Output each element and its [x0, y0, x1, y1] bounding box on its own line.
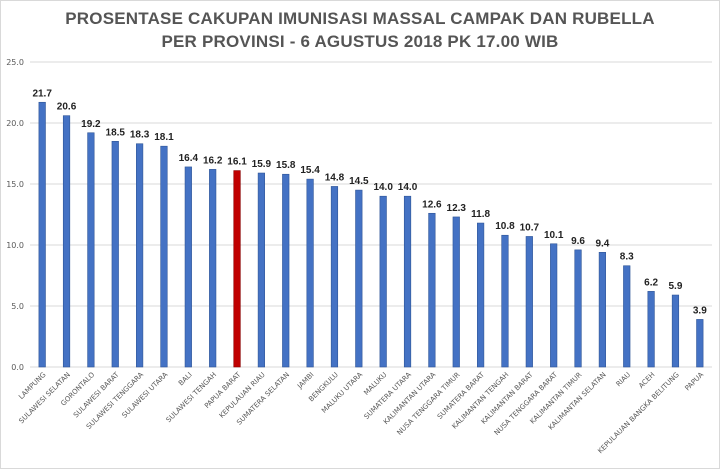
y-tick-label: 20.0 — [6, 119, 24, 128]
bar — [330, 186, 339, 368]
y-tick-label: 15.0 — [6, 180, 24, 189]
data-label: 15.9 — [252, 159, 272, 170]
data-label: 5.9 — [669, 281, 683, 292]
bar — [209, 169, 217, 368]
y-tick-label: 10.0 — [6, 241, 24, 250]
bar — [136, 143, 144, 368]
data-label: 16.4 — [179, 153, 199, 164]
bar — [501, 234, 509, 368]
y-tick-label: 0.0 — [11, 363, 24, 372]
data-label: 14.0 — [373, 182, 393, 193]
bar — [403, 195, 412, 368]
data-label: 19.2 — [81, 119, 101, 130]
data-label: 16.1 — [227, 157, 247, 168]
bar — [696, 319, 704, 368]
y-tick-label: 5.0 — [11, 302, 24, 311]
category-label: ACEH — [637, 371, 656, 390]
bar — [477, 222, 485, 368]
bar — [671, 294, 680, 368]
bar — [574, 249, 582, 368]
data-label: 10.1 — [544, 230, 564, 241]
data-label: 15.8 — [276, 160, 296, 171]
data-label: 6.2 — [644, 277, 658, 288]
category-label: BALI — [177, 371, 194, 388]
data-label: 18.3 — [130, 130, 150, 141]
data-label: 12.3 — [447, 203, 467, 214]
bar — [598, 252, 606, 368]
chart-subtitle: PER PROVINSI - 6 AGUSTUS 2018 PK 17.00 W… — [161, 32, 559, 51]
y-tick-label: 25.0 — [6, 58, 24, 67]
data-label: 18.1 — [154, 132, 174, 143]
data-label: 8.3 — [620, 252, 634, 263]
data-label: 20.6 — [57, 102, 77, 113]
bar — [257, 172, 265, 368]
data-label: 11.8 — [471, 209, 490, 220]
data-label: 14.8 — [325, 172, 345, 183]
category-label: SULAWESI BARAT — [72, 370, 121, 419]
data-label: 9.4 — [595, 238, 609, 249]
data-label: 18.5 — [106, 127, 126, 138]
bar-highlighted — [233, 170, 241, 368]
category-label: PAPUA — [684, 371, 706, 393]
category-label: JAMBI — [295, 371, 315, 391]
data-label: 10.7 — [520, 222, 540, 233]
bar — [111, 141, 119, 368]
data-label: 10.8 — [495, 221, 515, 232]
bar — [87, 132, 95, 368]
bar — [355, 189, 363, 368]
bar — [452, 216, 460, 368]
bar — [38, 101, 46, 368]
bar — [379, 195, 387, 368]
data-label: 21.7 — [32, 88, 52, 99]
data-label: 12.6 — [422, 199, 442, 210]
bar — [160, 145, 168, 368]
data-label: 14.0 — [398, 182, 418, 193]
data-label: 3.9 — [693, 305, 707, 316]
data-label: 16.2 — [203, 155, 223, 166]
bar — [282, 173, 290, 368]
bar — [647, 291, 655, 368]
bar — [525, 236, 533, 368]
data-label: 14.5 — [349, 176, 369, 187]
bar — [306, 178, 314, 368]
data-label: 15.4 — [300, 165, 320, 176]
data-label: 9.6 — [571, 236, 585, 247]
bar — [184, 166, 192, 368]
bar — [62, 115, 71, 368]
chart-title: PROSENTASE CAKUPAN IMUNISASI MASSAL CAMP… — [65, 9, 655, 28]
category-label: SULAWESI UTARA — [120, 371, 169, 420]
category-label: KEPULAUAN RIAU — [218, 371, 267, 420]
bar — [623, 265, 631, 368]
bar — [428, 212, 436, 368]
category-label: RIAU — [615, 371, 633, 389]
bar — [550, 243, 558, 368]
